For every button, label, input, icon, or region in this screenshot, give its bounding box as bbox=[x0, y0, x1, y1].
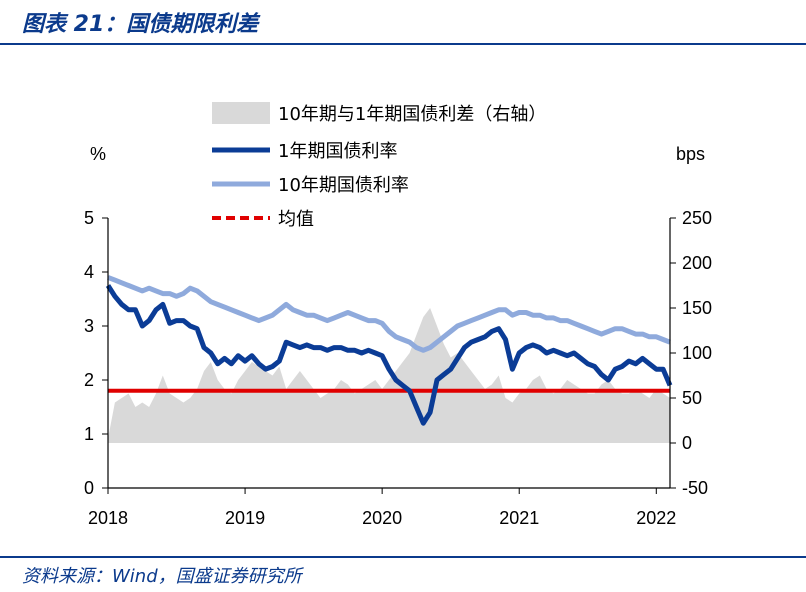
spread-area bbox=[108, 308, 670, 443]
chart-canvas: 0 1 2 3 4 5 -50 0 50 100 150 200 250 2018 2019 2020 2021… bbox=[84, 102, 712, 528]
chart-title: 图表 21：国债期限利差 bbox=[22, 12, 259, 37]
series-1y-line bbox=[105, 284, 673, 426]
y-left-tick-label: 0 bbox=[84, 478, 94, 498]
legend-label: 1年期国债利率 bbox=[278, 141, 397, 162]
y-right-tick-label: 250 bbox=[682, 208, 712, 228]
y-right-tick-label: -50 bbox=[682, 478, 708, 498]
y-left-tick-label: 5 bbox=[84, 208, 94, 228]
title-divider bbox=[0, 43, 806, 45]
x-tick-label: 2022 bbox=[636, 508, 676, 528]
series-10y-line bbox=[107, 275, 671, 353]
legend-label: 10年期与1年期国债利差（右轴） bbox=[278, 104, 546, 125]
right-axis-unit: bps bbox=[676, 144, 705, 164]
y-left-tick-label: 2 bbox=[84, 370, 94, 390]
x-tick-label: 2018 bbox=[88, 508, 128, 528]
y-left-tick-label: 4 bbox=[84, 262, 94, 282]
left-axis-unit: % bbox=[90, 144, 106, 164]
spread-area-layer bbox=[108, 308, 670, 443]
source-divider bbox=[0, 556, 806, 558]
x-tick-label: 2019 bbox=[225, 508, 265, 528]
y-right-tick-label: 150 bbox=[682, 298, 712, 318]
y-left-tick-label: 3 bbox=[84, 316, 94, 336]
legend-label: 10年期国债利率 bbox=[278, 175, 409, 196]
x-tick-label: 2020 bbox=[362, 508, 402, 528]
y-left-tick-label: 1 bbox=[84, 424, 94, 444]
legend-label: 均值 bbox=[278, 209, 314, 230]
y-right-tick-label: 0 bbox=[682, 433, 692, 453]
y-right-tick-label: 100 bbox=[682, 343, 712, 363]
source-note: 资料来源：Wind，国盛证券研究所 bbox=[22, 566, 302, 587]
legend-swatch-spread bbox=[212, 102, 270, 124]
x-tick-label: 2021 bbox=[499, 508, 539, 528]
axes-layer: 0 1 2 3 4 5 -50 0 50 100 150 200 250 2018 2019 2020 2021… bbox=[84, 144, 712, 528]
y-right-tick-label: 50 bbox=[682, 388, 702, 408]
rate-lines-layer bbox=[105, 275, 673, 426]
y-right-tick-label: 200 bbox=[682, 253, 712, 273]
